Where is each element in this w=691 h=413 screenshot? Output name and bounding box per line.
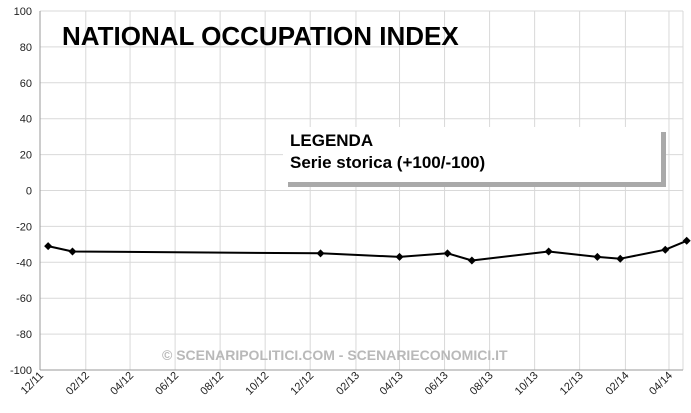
x-axis-tick-labels: 12/11 02/12 04/12 06/12 08/12 10/12 12/12 02/13… bbox=[19, 370, 675, 398]
series-line bbox=[47, 239, 688, 262]
x-tick-label: 04/14 bbox=[647, 370, 675, 398]
data-point-marker bbox=[316, 249, 325, 258]
legend-box bbox=[283, 127, 661, 182]
x-tick-label: 06/12 bbox=[153, 370, 181, 398]
y-tick-label: -80 bbox=[16, 329, 32, 341]
x-tick-label: 02/12 bbox=[64, 370, 92, 398]
y-tick-label: 20 bbox=[20, 150, 32, 162]
gridlines bbox=[39, 10, 684, 371]
x-tick-label: 06/13 bbox=[423, 370, 451, 398]
x-tick-label: 08/13 bbox=[468, 370, 496, 398]
data-point-marker bbox=[68, 247, 77, 256]
data-point-marker bbox=[443, 249, 452, 258]
x-tick-label: 12/13 bbox=[558, 370, 586, 398]
data-point-marker bbox=[44, 242, 53, 251]
y-axis-tick-labels: 100 80 60 40 20 0 -20 -40 -60 -80 -100 bbox=[10, 6, 32, 377]
y-tick-label: -40 bbox=[16, 257, 32, 269]
y-tick-label: -60 bbox=[16, 293, 32, 305]
y-tick-label: 40 bbox=[20, 114, 32, 126]
x-tick-label: 04/13 bbox=[378, 370, 406, 398]
y-tick-label: 80 bbox=[20, 42, 32, 54]
data-point-marker bbox=[544, 247, 553, 256]
y-tick-label: 60 bbox=[20, 78, 32, 90]
data-point-marker bbox=[682, 236, 691, 245]
data-point-marker bbox=[616, 254, 625, 263]
y-tick-label: -20 bbox=[16, 221, 32, 233]
x-tick-label: 12/12 bbox=[288, 370, 316, 398]
watermark: © SCENARIPOLITICI.COM - SCENARIECONOMICI… bbox=[162, 347, 508, 363]
chart-title: NATIONAL OCCUPATION INDEX bbox=[62, 21, 459, 51]
data-point-marker bbox=[661, 245, 670, 254]
x-tick-label: 02/13 bbox=[334, 370, 362, 398]
x-tick-label: 10/12 bbox=[243, 370, 271, 398]
y-tick-label: 100 bbox=[14, 6, 32, 18]
x-tick-label: 08/12 bbox=[198, 370, 226, 398]
y-tick-label: -100 bbox=[10, 365, 32, 377]
x-tick-label: 04/12 bbox=[108, 370, 136, 398]
series-group bbox=[44, 236, 691, 265]
x-tick-label: 02/14 bbox=[604, 370, 632, 398]
legend-heading: LEGENDA bbox=[290, 131, 373, 150]
legend-entry: Serie storica (+100/-100) bbox=[290, 153, 485, 172]
data-point-marker bbox=[593, 252, 602, 261]
y-tick-label: 0 bbox=[26, 186, 32, 198]
legend: LEGENDA Serie storica (+100/-100) bbox=[283, 127, 666, 187]
data-point-marker bbox=[395, 252, 404, 261]
data-point-marker bbox=[467, 256, 476, 265]
x-tick-label: 10/13 bbox=[513, 370, 541, 398]
